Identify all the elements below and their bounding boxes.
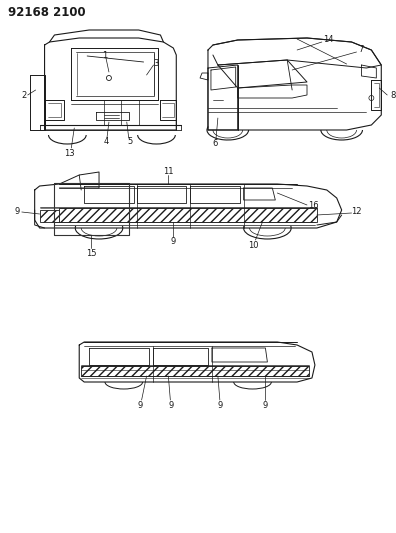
Polygon shape (40, 210, 59, 222)
Text: 12: 12 (351, 207, 362, 216)
Text: 3: 3 (154, 59, 159, 68)
Text: 16: 16 (308, 200, 318, 209)
Text: 11: 11 (163, 166, 173, 175)
Text: 9: 9 (137, 400, 142, 409)
Text: 1: 1 (102, 51, 108, 60)
Text: 92168 2100: 92168 2100 (8, 5, 86, 19)
Text: 8: 8 (390, 92, 396, 101)
Text: 15: 15 (86, 248, 96, 257)
Text: 9: 9 (263, 400, 268, 409)
Text: 13: 13 (64, 149, 74, 157)
Text: 7: 7 (359, 45, 364, 54)
Text: 2: 2 (21, 91, 27, 100)
Text: 14: 14 (324, 36, 334, 44)
Text: 9: 9 (14, 206, 19, 215)
Text: 10: 10 (248, 240, 259, 249)
Text: 9: 9 (217, 400, 223, 409)
Polygon shape (81, 366, 309, 376)
Text: 5: 5 (127, 138, 132, 147)
Text: 9: 9 (171, 238, 176, 246)
Text: 9: 9 (169, 400, 174, 409)
Text: 4: 4 (103, 138, 109, 147)
Text: 6: 6 (212, 140, 217, 149)
Polygon shape (59, 208, 317, 222)
